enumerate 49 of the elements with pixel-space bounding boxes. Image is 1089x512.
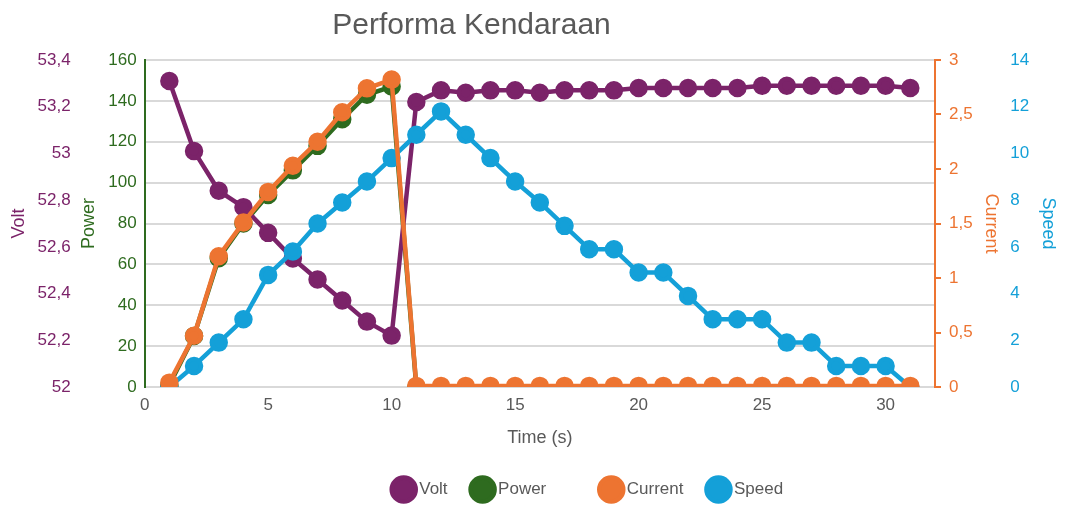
y-tick-label: 0 — [127, 376, 137, 396]
y3-axis-title: Speed — [1038, 197, 1059, 250]
y2-tick-label: 53,2 — [37, 96, 71, 116]
y2-tick-label: 0 — [949, 376, 959, 396]
y3-tick-label: 4 — [1010, 283, 1020, 303]
y-tick-label: 20 — [117, 335, 137, 355]
y-tick-label: 80 — [117, 213, 137, 233]
y2-tick-label: 1,5 — [949, 213, 973, 233]
y2-tick-label: 52,6 — [37, 236, 71, 256]
chart-title: Performa Kendaraan — [332, 7, 611, 41]
y2-tick-label: 52,4 — [37, 283, 71, 303]
y-tick-label: 140 — [108, 90, 137, 110]
y-tick-label: 60 — [117, 254, 137, 274]
y2-axis-title: Current — [982, 193, 1003, 254]
y2-tick-label: 3 — [949, 49, 959, 69]
y-tick-label: 40 — [117, 294, 137, 314]
y3-tick-label: 10 — [1010, 143, 1030, 163]
x-tick-label: 5 — [263, 394, 273, 414]
x-tick-label: 10 — [382, 394, 402, 414]
y3-tick-label: 2 — [1010, 329, 1020, 349]
legend-label: Power — [498, 479, 547, 499]
y2-tick-label: 1 — [949, 267, 959, 287]
x-axis-title: Time (s) — [507, 427, 573, 448]
x-tick-label: 30 — [876, 394, 896, 414]
y-tick-label: 160 — [108, 49, 137, 69]
y2-tick-label: 52 — [51, 376, 71, 396]
y3-tick-label: 8 — [1010, 189, 1020, 209]
y3-tick-label: 14 — [1010, 49, 1030, 69]
x-tick-label: 25 — [752, 394, 772, 414]
x-tick-label: 20 — [629, 394, 649, 414]
legend-label: Current — [626, 479, 684, 499]
legend-label: Volt — [419, 479, 448, 499]
y2-axis-title: Volt — [7, 208, 28, 239]
y2-tick-label: 53,4 — [37, 49, 71, 69]
y-axis-title: Power — [78, 197, 99, 250]
y2-tick-label: 52,2 — [37, 329, 71, 349]
y2-tick-label: 2 — [949, 158, 959, 178]
y2-tick-label: 0,5 — [949, 322, 973, 342]
x-tick-label: 15 — [505, 394, 525, 414]
y2-tick-label: 53 — [51, 143, 71, 163]
x-tick-label: 0 — [139, 394, 150, 414]
y3-tick-label: 6 — [1010, 236, 1020, 256]
y-tick-label: 100 — [108, 172, 137, 192]
y-tick-label: 120 — [108, 131, 137, 151]
y2-tick-label: 2,5 — [949, 104, 973, 124]
y3-tick-label: 12 — [1010, 96, 1030, 116]
y2-tick-label: 52,8 — [37, 189, 71, 209]
legend-label: Speed — [733, 479, 784, 499]
y3-tick-label: 0 — [1010, 376, 1020, 396]
